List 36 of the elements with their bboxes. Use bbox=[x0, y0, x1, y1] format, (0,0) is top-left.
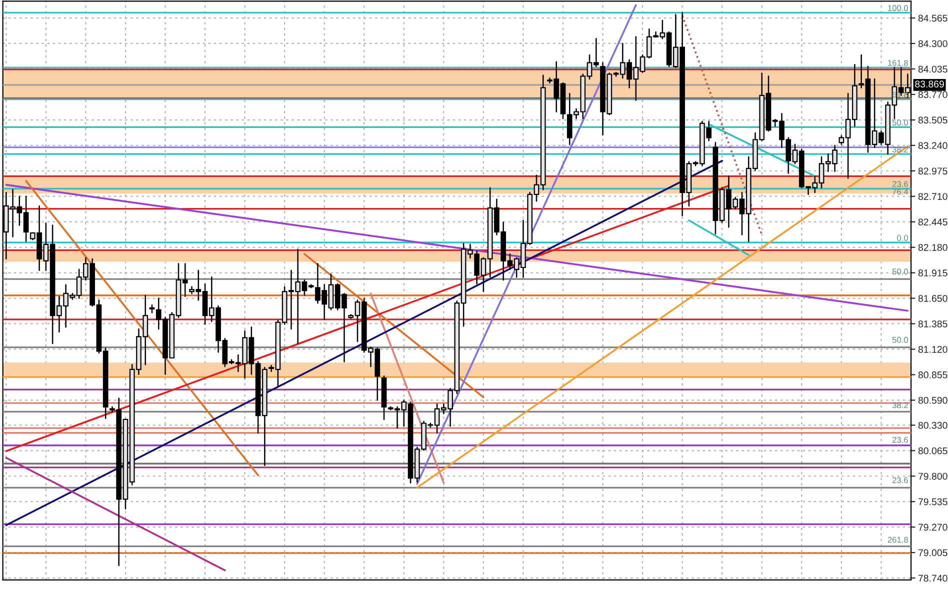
y-tick-label: 79.005 bbox=[918, 549, 948, 556]
annotation: 23.6 bbox=[892, 436, 908, 443]
y-tick-label: 79.270 bbox=[918, 524, 948, 531]
y-tick-label: 82.975 bbox=[918, 168, 948, 174]
y-tick-label: 84.565 bbox=[918, 14, 948, 22]
y-tick-label: 78.740 bbox=[918, 574, 948, 582]
y-tick-label: 80.065 bbox=[918, 447, 948, 454]
y-tick-label: 83.240 bbox=[918, 142, 948, 150]
y-tick-label: 80.590 bbox=[918, 396, 948, 404]
y-tick-label: 82.180 bbox=[918, 244, 948, 251]
annotation: 0.0 bbox=[897, 234, 908, 241]
annotation: 23.6 bbox=[892, 477, 908, 484]
annotation: 50.0 bbox=[892, 268, 908, 274]
y-tick-label: 84.300 bbox=[918, 40, 948, 48]
annotation: 38.2 bbox=[892, 402, 908, 408]
y-tick-label: 80.330 bbox=[918, 422, 948, 429]
y-tick-label: 81.650 bbox=[918, 294, 948, 302]
annotation: 161.8 bbox=[888, 60, 908, 66]
y-tick-label: 82.710 bbox=[918, 193, 948, 200]
y-tick-label: 79.535 bbox=[918, 498, 948, 506]
y-tick-label: 81.120 bbox=[918, 346, 948, 353]
annotation: 76.4 bbox=[892, 188, 908, 195]
annotation: 261.8 bbox=[888, 536, 908, 543]
y-tick-label: 83.505 bbox=[918, 116, 948, 124]
y-tick-label: 80.855 bbox=[918, 371, 948, 378]
annotation: 100.0 bbox=[888, 5, 908, 12]
ref-line-label: 83.869 bbox=[915, 80, 944, 88]
annotation: 50.0 bbox=[892, 120, 908, 126]
annotation: 50.0 bbox=[892, 336, 908, 343]
annotation: 23.6 bbox=[892, 181, 908, 188]
y-tick-label: 81.385 bbox=[918, 320, 948, 328]
y-tick-label: 82.445 bbox=[918, 218, 948, 226]
y-tick-label: 79.800 bbox=[918, 472, 948, 480]
y-tick-label: 81.915 bbox=[918, 270, 948, 276]
y-tick-label: 83.770 bbox=[918, 91, 948, 98]
y-tick-label: 84.035 bbox=[918, 66, 948, 73]
